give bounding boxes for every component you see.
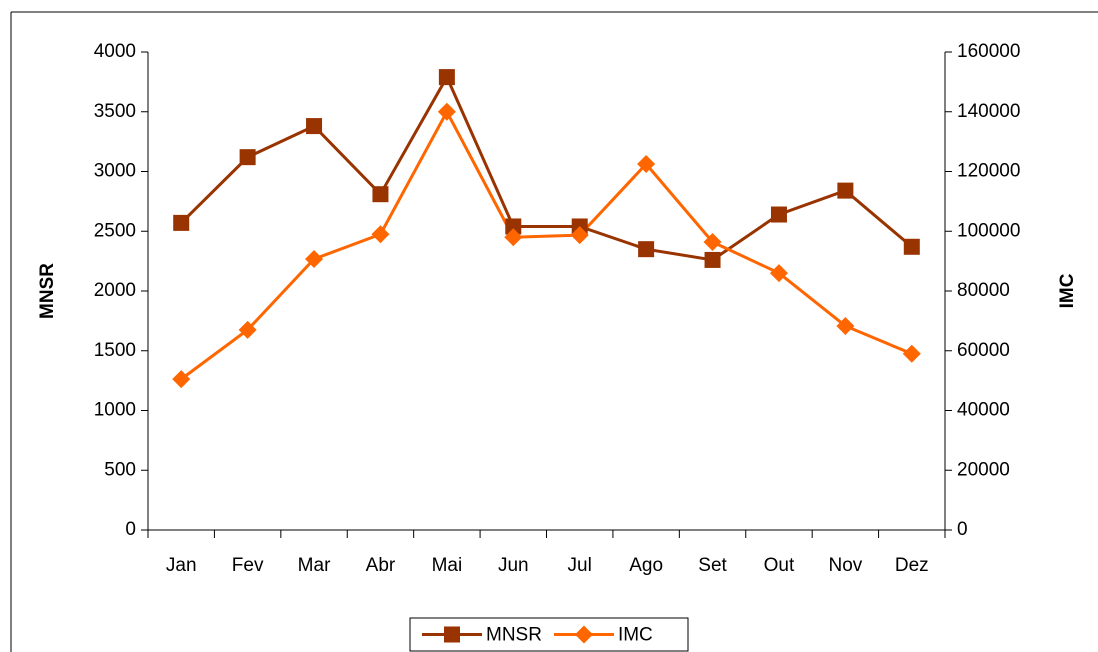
x-tick-label: Abr bbox=[366, 555, 396, 576]
y-tick-label: 500 bbox=[104, 459, 136, 480]
y-tick-label: 0 bbox=[125, 519, 136, 540]
data-point bbox=[437, 102, 456, 121]
y2-tick-label: 40000 bbox=[957, 400, 1010, 421]
data-point bbox=[238, 320, 257, 339]
data-point bbox=[836, 316, 855, 335]
data-point bbox=[305, 250, 324, 269]
data-point bbox=[570, 226, 589, 245]
y-tick-label: 1000 bbox=[94, 400, 136, 421]
data-point bbox=[372, 186, 389, 203]
x-tick-label: Jun bbox=[498, 555, 529, 576]
y-axis-title: MNSR bbox=[37, 263, 58, 319]
data-point bbox=[837, 182, 854, 199]
data-point bbox=[504, 228, 523, 247]
x-tick-label: Jul bbox=[568, 555, 592, 576]
data-point bbox=[438, 69, 455, 86]
data-point bbox=[239, 149, 256, 166]
x-tick-label: Dez bbox=[895, 555, 929, 576]
data-point bbox=[638, 241, 655, 258]
x-tick-label: Set bbox=[698, 555, 727, 576]
y2-tick-label: 0 bbox=[957, 519, 968, 540]
data-point bbox=[703, 233, 722, 252]
y2-tick-label: 100000 bbox=[957, 220, 1020, 241]
y-tick-label: 1500 bbox=[94, 340, 136, 361]
legend: MNSR IMC bbox=[409, 617, 689, 652]
data-point bbox=[371, 225, 390, 244]
x-tick-label: Nov bbox=[828, 555, 862, 576]
y-tick-label: 2500 bbox=[94, 220, 136, 241]
series-line bbox=[180, 108, 913, 381]
legend-marker bbox=[444, 626, 460, 643]
data-point bbox=[903, 238, 920, 255]
legend-label: IMC bbox=[618, 625, 653, 646]
y2-tick-label: 160000 bbox=[957, 41, 1020, 62]
y-tick-label: 3500 bbox=[94, 101, 136, 122]
data-point bbox=[770, 206, 787, 223]
data-point bbox=[902, 344, 921, 363]
y-tick-label: 3000 bbox=[94, 161, 136, 182]
y2-tick-label: 60000 bbox=[957, 340, 1010, 361]
data-point bbox=[306, 118, 323, 135]
data-point bbox=[637, 155, 656, 174]
x-tick-label: Ago bbox=[629, 555, 663, 576]
y-tick-label: 2000 bbox=[94, 280, 136, 301]
data-point bbox=[172, 370, 191, 389]
data-point bbox=[769, 264, 788, 283]
y2-tick-label: 140000 bbox=[957, 101, 1020, 122]
y2-tick-label: 120000 bbox=[957, 161, 1020, 182]
y-tick-label: 4000 bbox=[94, 41, 136, 62]
x-tick-label: Out bbox=[764, 555, 795, 576]
x-tick-label: Jan bbox=[166, 555, 197, 576]
x-tick-label: Mai bbox=[432, 555, 463, 576]
series-line bbox=[180, 73, 913, 262]
data-point bbox=[505, 218, 522, 235]
y2-axis-title: IMC bbox=[1057, 273, 1078, 308]
y2-tick-label: 20000 bbox=[957, 459, 1010, 480]
data-point bbox=[704, 251, 721, 268]
x-tick-label: Fev bbox=[232, 555, 264, 576]
x-tick-label: Mar bbox=[298, 555, 331, 576]
y2-tick-label: 80000 bbox=[957, 280, 1010, 301]
data-point bbox=[173, 214, 190, 231]
legend-label: MNSR bbox=[486, 625, 542, 646]
legend-marker bbox=[574, 625, 593, 644]
